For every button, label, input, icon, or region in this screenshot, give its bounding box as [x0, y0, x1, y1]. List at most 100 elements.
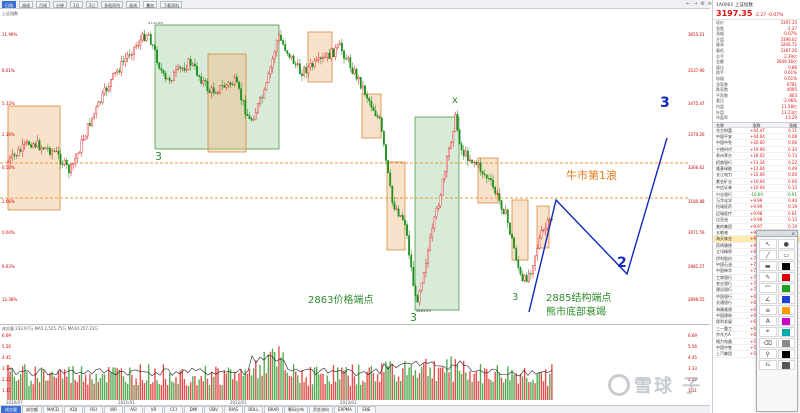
crosshair-icon[interactable]: ⌖	[759, 327, 777, 337]
volume-bar	[150, 383, 152, 400]
angle-icon[interactable]: ∠	[759, 294, 777, 304]
thick-line-icon[interactable]: ▬	[759, 261, 777, 271]
list-item[interactable]: 比亚迪 +9.98 0.12	[713, 217, 800, 224]
list-item[interactable]: 恒瑞医药 +9.99 0.19	[713, 204, 800, 211]
pen-icon[interactable]: ✎	[759, 272, 777, 282]
magnet-icon[interactable]: ⚲	[759, 349, 777, 359]
toolbar-item[interactable]: 分钟	[53, 0, 67, 8]
drawing-tool-palette[interactable]: × ↖ ● ╱ ▭ ▬ ✎ ⌒ ∠ ≡ A ⌖ ⌫ ⚲ ⎌	[756, 230, 798, 412]
indicator-tab[interactable]: CCI	[164, 405, 183, 413]
color-swatch[interactable]	[777, 272, 795, 282]
list-item[interactable]: 贵州茅台 +18.02 0.73	[713, 153, 800, 160]
volume-right-axis-label: 4.45	[688, 355, 697, 360]
kline-chart[interactable]: 3731.69 2863.65 11.99% 8.61% 5.32% 2.16% 0.58…	[0, 22, 710, 322]
list-item[interactable]: 万华化学 +9.99 0.44	[713, 198, 800, 205]
toolbar-item[interactable]: 月线	[36, 0, 50, 8]
toolbar-item[interactable]: 画线	[126, 0, 141, 8]
list-item[interactable]: 迈瑞医疗 +9.98 0.61	[713, 211, 800, 218]
toolbar-item[interactable]: 叠加	[143, 0, 158, 8]
indicator-tab[interactable]: EXPMA	[334, 405, 356, 413]
indicator-tab[interactable]: BRAR	[264, 405, 283, 413]
list-item[interactable]: 招商银行 +13.34 0.22	[713, 160, 800, 167]
indicator-tab[interactable]: WR	[104, 405, 123, 413]
back-icon[interactable]: ←	[686, 1, 691, 7]
pointer-icon[interactable]: ↖	[759, 239, 777, 249]
list-item[interactable]: 隆基绿能 +12.04 0.49	[713, 166, 800, 173]
list-item[interactable]: 长江电力 +10.06 0.00	[713, 172, 800, 179]
list-item[interactable]: 美的集团 +9.97 0.19	[713, 224, 800, 230]
eraser-icon[interactable]: ⌫	[759, 338, 777, 348]
toolbar-item[interactable]: 日线	[2, 0, 16, 8]
list-item[interactable]: 中国中免 +20.00 0.06	[713, 140, 800, 147]
indicator-tab[interactable]: MACD	[43, 405, 63, 413]
dot-icon[interactable]: ●	[777, 239, 795, 249]
arc-icon[interactable]: ⌒	[759, 283, 777, 293]
menu-icon[interactable]: ≡	[707, 1, 713, 7]
list-item[interactable]: 中信证券 +10.04 0.12	[713, 185, 800, 192]
indicator-tab[interactable]: KDJ	[64, 405, 83, 413]
volume-chart[interactable]: 成交量 232.97万 MA5:2,525.75万 MA10:257.23万 6…	[0, 324, 710, 400]
color-swatch[interactable]	[777, 349, 795, 359]
indicator-tab[interactable]: OBV	[204, 405, 223, 413]
toolbar-item[interactable]: 下载资料	[160, 0, 183, 8]
list-item[interactable]: 紫金矿业 +10.04 0.00	[713, 179, 800, 186]
volume-bar	[284, 370, 286, 400]
left-axis-label: 0.58%	[2, 165, 15, 170]
indicator-tab[interactable]: ASI	[124, 405, 143, 413]
color-swatch[interactable]	[777, 327, 795, 337]
volume-bar	[538, 371, 540, 400]
undo-icon[interactable]: ⎌	[759, 360, 777, 370]
indicator-tab[interactable]: BIAS	[224, 405, 243, 413]
indicator-tab[interactable]: VR	[144, 405, 163, 413]
candle-body	[439, 194, 442, 207]
indicator-tab[interactable]: 筹码分布	[284, 405, 308, 413]
candle-body	[527, 273, 530, 282]
forward-icon[interactable]: →	[693, 1, 698, 7]
list-item[interactable]: 中国平安 +44.04 0.08	[713, 134, 800, 141]
volume-bar	[129, 367, 131, 400]
color-swatch[interactable]	[777, 283, 795, 293]
volume-bar	[175, 377, 177, 400]
text-icon[interactable]: A	[759, 316, 777, 326]
color-swatch[interactable]	[777, 261, 795, 271]
indicator-tab[interactable]: BOLL	[244, 405, 263, 413]
volume-bar	[259, 365, 261, 400]
list-item[interactable]: 宁德时代 +19.99 0.34	[713, 147, 800, 154]
list-item[interactable]: 兴业银行 -10.00 -0.91	[713, 192, 800, 198]
color-swatch[interactable]	[777, 305, 795, 315]
indicator-tab[interactable]: DMI	[184, 405, 203, 413]
list-header-cell[interactable]: 涨幅	[789, 122, 797, 128]
color-swatch-fill	[782, 339, 791, 347]
stock-name: 农业银行	[716, 281, 732, 287]
list-header-cell[interactable]: 名称	[716, 122, 724, 128]
indicator-tab[interactable]: ENE	[356, 405, 376, 413]
settings-icon[interactable]: ⚙	[700, 1, 705, 7]
indicator-tab[interactable]: 资金流向	[309, 405, 333, 413]
stock-name: 保利发展	[716, 319, 732, 325]
list-item[interactable]: 东方财富 +44.47 0.11	[713, 128, 800, 135]
list-header-cell[interactable]: 涨跌	[752, 122, 761, 128]
candle-body	[21, 143, 24, 152]
color-swatch[interactable]	[777, 338, 795, 348]
candle-body	[326, 52, 329, 58]
toolbar-item[interactable]: 1日	[70, 0, 83, 8]
volume-bar	[372, 373, 375, 400]
toolbar-item[interactable]: 周线	[19, 0, 33, 8]
volume-bar	[269, 351, 272, 400]
fib-icon[interactable]: ≡	[759, 305, 777, 315]
annotation-box	[7, 105, 61, 211]
indicator-tab[interactable]: 成交量	[1, 405, 21, 413]
candle-body	[80, 139, 83, 153]
stat-key: 内盘	[716, 103, 724, 109]
color-swatch[interactable]	[777, 360, 795, 370]
palette-close-button[interactable]: ×	[757, 231, 797, 237]
toolbar-item[interactable]: 多股同列	[101, 0, 124, 8]
indicator-tab[interactable]: RSI	[84, 405, 103, 413]
indicator-tab[interactable]: 成交额	[22, 405, 42, 413]
candle-body	[359, 77, 362, 89]
color-swatch[interactable]	[777, 316, 795, 326]
color-swatch[interactable]	[777, 294, 795, 304]
rect-icon[interactable]: ▭	[777, 250, 795, 260]
toolbar-item[interactable]: 3日	[85, 0, 99, 8]
line-icon[interactable]: ╱	[759, 250, 777, 260]
